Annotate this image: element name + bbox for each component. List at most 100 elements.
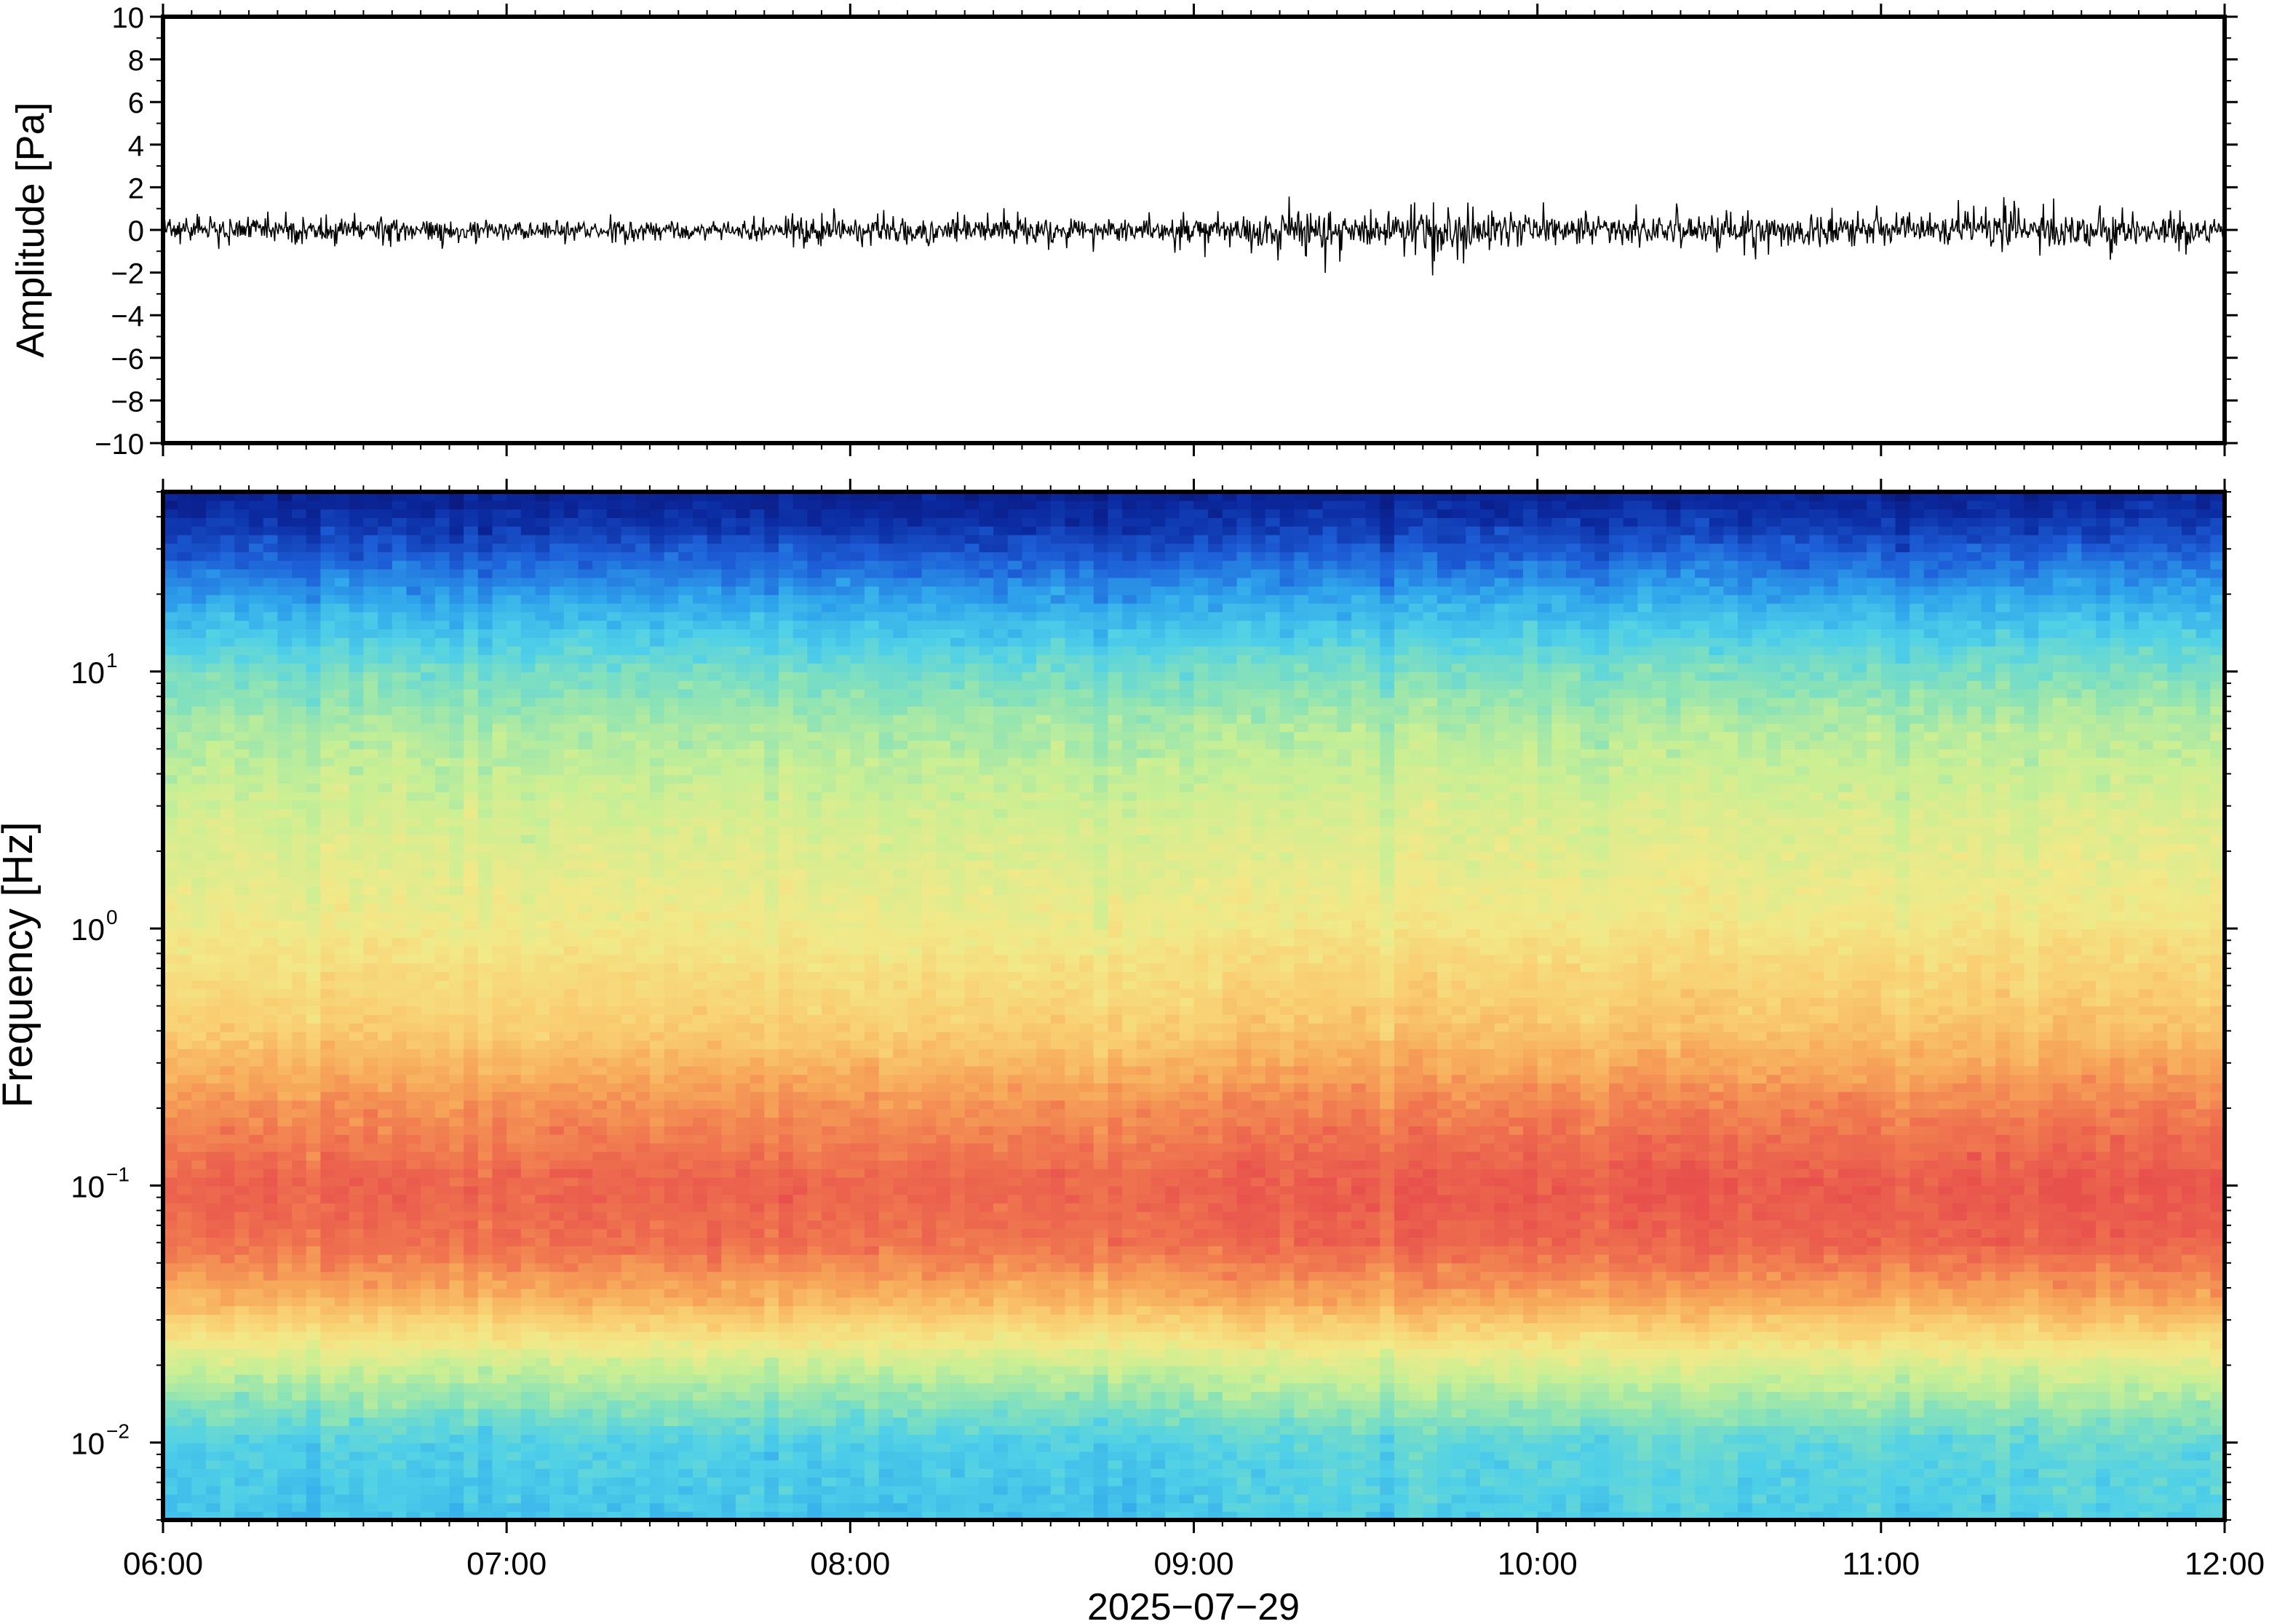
spectrogram-cell	[549, 1349, 564, 1358]
spectrogram-cell	[363, 1349, 378, 1358]
spectrogram-cell	[306, 1152, 321, 1161]
spectrogram-cell	[421, 1486, 435, 1494]
spectrogram-cell	[163, 578, 178, 586]
spectrogram-cell	[721, 835, 736, 843]
spectrogram-cell	[349, 1306, 364, 1315]
spectrogram-cell	[163, 1452, 178, 1460]
spectrogram-cell	[521, 817, 536, 826]
spectrogram-cell	[306, 1425, 321, 1434]
spectrogram-cell	[335, 929, 349, 938]
spectrogram-cell	[478, 869, 493, 877]
spectrogram-cell	[707, 1340, 722, 1349]
spectrogram-cell	[564, 1477, 579, 1486]
spectrogram-cell	[392, 1032, 407, 1040]
spectrogram-cell	[292, 1211, 306, 1220]
spectrogram-cell	[607, 612, 621, 621]
spectrogram-cell	[178, 1048, 192, 1057]
spectrogram-cell	[406, 1014, 421, 1023]
spectrogram-cell	[579, 1460, 593, 1469]
spectrogram-cell	[635, 646, 650, 655]
spectrogram-cell	[693, 937, 707, 946]
spectrogram-cell	[664, 1177, 679, 1186]
spectrogram-cell	[263, 1075, 278, 1083]
spectrogram-cell	[721, 1494, 736, 1503]
spectrogram-cell	[607, 1246, 621, 1254]
spectrogram-cell	[549, 689, 564, 698]
spectrogram-cell	[206, 937, 220, 946]
spectrogram-cell	[693, 877, 707, 886]
spectrogram-cell	[492, 894, 506, 903]
amplitude-y-tick-label: −2	[111, 258, 144, 290]
spectrogram-cell	[178, 1323, 192, 1332]
spectrogram-cell	[220, 1152, 235, 1161]
spectrogram-cell	[678, 629, 693, 637]
spectrogram-cell	[435, 860, 450, 869]
spectrogram-cell	[234, 1254, 249, 1263]
spectrogram-cell	[478, 1263, 493, 1272]
spectrogram-cell	[249, 1366, 263, 1374]
spectrogram-cell	[449, 732, 464, 741]
spectrogram-cell	[678, 1246, 693, 1254]
spectrogram-cell	[693, 629, 707, 637]
spectrogram-cell	[349, 1075, 364, 1083]
spectrogram-cell	[650, 955, 664, 963]
spectrogram-cell	[521, 664, 536, 672]
spectrogram-cell	[349, 569, 364, 578]
spectrogram-cell	[506, 817, 521, 826]
spectrogram-cell	[406, 1091, 421, 1100]
spectrogram-cell	[449, 560, 464, 569]
spectrogram-cell	[449, 1195, 464, 1203]
spectrogram-cell	[621, 1246, 636, 1254]
spectrogram-cell	[306, 1323, 321, 1332]
spectrogram-cell	[621, 1443, 636, 1452]
spectrogram-cell	[536, 509, 550, 518]
spectrogram-cell	[664, 971, 679, 980]
spectrogram-cell	[435, 1057, 450, 1066]
spectrogram-cell	[607, 1220, 621, 1229]
spectrogram-cell	[306, 1374, 321, 1383]
spectrogram-cell	[621, 1357, 636, 1366]
spectrogram-cell	[163, 869, 178, 877]
spectrogram-cell	[378, 1486, 392, 1494]
spectrogram-cell	[536, 817, 550, 826]
spectrogram-cell	[292, 1486, 306, 1494]
spectrogram-cell	[163, 1083, 178, 1091]
spectrogram-cell	[721, 1057, 736, 1066]
spectrogram-cell	[234, 1289, 249, 1297]
spectrogram-cell	[206, 1237, 220, 1246]
spectrogram-cell	[220, 1306, 235, 1315]
spectrogram-cell	[693, 1486, 707, 1494]
spectrogram-cell	[406, 706, 421, 715]
spectrogram-cell	[464, 1220, 478, 1229]
spectrogram-cell	[363, 1160, 378, 1169]
spectrogram-cell	[435, 664, 450, 672]
spectrogram-cell	[506, 852, 521, 861]
spectrogram-cell	[163, 1332, 178, 1340]
spectrogram-cell	[406, 749, 421, 757]
spectrogram-cell	[206, 1494, 220, 1503]
spectrogram-cell	[378, 544, 392, 552]
spectrogram-cell	[635, 1186, 650, 1195]
spectrogram-cell	[492, 706, 506, 715]
spectrogram-cell	[521, 937, 536, 946]
spectrogram-cell	[349, 971, 364, 980]
spectrogram-cell	[678, 1134, 693, 1143]
spectrogram-cell	[234, 912, 249, 920]
spectrogram-cell	[621, 1502, 636, 1511]
spectrogram-cell	[664, 655, 679, 664]
spectrogram-cell	[607, 783, 621, 792]
spectrogram-cell	[435, 1006, 450, 1015]
spectrogram-cell	[249, 843, 263, 852]
spectrogram-cell	[349, 621, 364, 629]
spectrogram-cell	[449, 869, 464, 877]
spectrogram-cell	[306, 509, 321, 518]
spectrogram-cell	[292, 1366, 306, 1374]
spectrogram-cell	[664, 998, 679, 1006]
amplitude-panel: 1086420−2−4−6−8−10 Amplitude [Pa]	[9, 2, 2238, 461]
spectrogram-cell	[378, 552, 392, 560]
spectrogram-cell	[621, 1425, 636, 1434]
spectrogram-cell	[249, 1075, 263, 1083]
spectrogram-cell	[178, 1417, 192, 1426]
spectrogram-cell	[378, 1134, 392, 1143]
spectrogram-cell	[320, 501, 335, 509]
